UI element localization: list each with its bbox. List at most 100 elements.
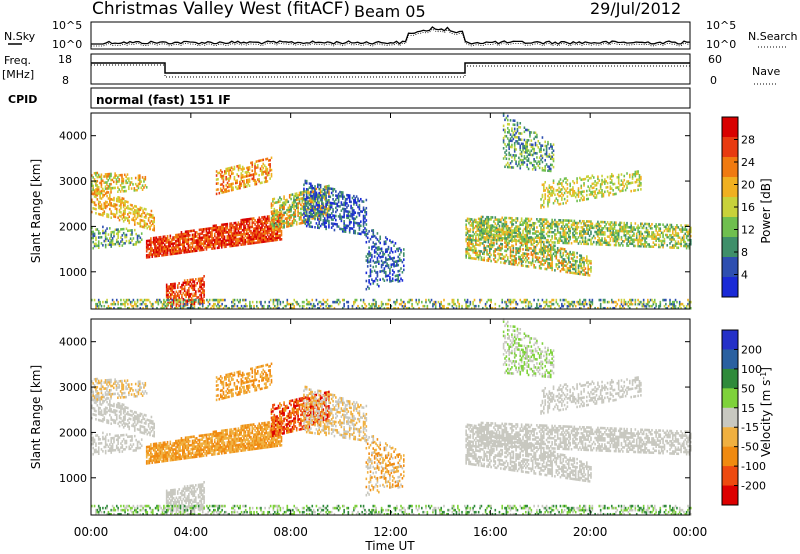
power-cell	[465, 252, 467, 255]
power-cell	[595, 243, 598, 246]
power-cell	[601, 243, 603, 246]
power-cell	[624, 225, 627, 229]
power-cell	[182, 241, 184, 244]
power-cell	[269, 227, 272, 230]
power-cell	[219, 169, 222, 172]
power-cell	[555, 250, 558, 254]
power-cell	[114, 215, 117, 219]
power-cell	[265, 235, 267, 239]
power-cell	[484, 248, 487, 252]
power-cell	[376, 252, 379, 256]
power-cell	[493, 235, 495, 239]
power-cell	[283, 195, 285, 198]
power-cell	[579, 258, 581, 261]
power-cell	[680, 242, 682, 246]
power-cell	[272, 232, 274, 236]
power-cell	[472, 228, 474, 232]
power-cell	[515, 251, 517, 254]
power-cell	[599, 233, 602, 236]
power-cell	[97, 212, 100, 216]
power-cell	[183, 289, 186, 293]
power-cell	[149, 215, 151, 219]
power-cell	[523, 258, 526, 262]
power-cell	[511, 231, 513, 234]
power-cell	[168, 291, 171, 294]
power-cell	[343, 228, 345, 231]
power-cell	[530, 263, 533, 267]
power-cell	[222, 241, 224, 245]
power-cell	[524, 229, 527, 233]
power-cell	[315, 195, 318, 199]
power-cell	[622, 227, 624, 231]
power-cell	[480, 225, 483, 229]
power-cell	[469, 240, 472, 243]
power-cell	[297, 208, 299, 211]
power-cell	[172, 295, 175, 298]
power-cell	[590, 232, 592, 236]
power-cell	[111, 237, 114, 240]
power-cell	[473, 232, 476, 236]
power-cell	[114, 242, 117, 246]
power-cell	[280, 231, 283, 235]
power-cell	[671, 229, 674, 233]
power-cell	[516, 136, 519, 139]
power-cell	[96, 175, 99, 179]
power-cell	[143, 207, 146, 211]
power-cell	[281, 203, 284, 207]
power-cell	[203, 295, 205, 298]
power-cell	[107, 172, 110, 176]
power-cell	[538, 266, 541, 270]
power-cell	[202, 248, 205, 252]
power-cell	[110, 174, 112, 178]
power-cell	[372, 280, 375, 283]
power-cell	[92, 236, 94, 240]
power-cell	[226, 177, 229, 181]
power-cell	[561, 247, 563, 251]
power-cell	[384, 258, 387, 262]
power-cell	[140, 180, 143, 183]
power-cell	[251, 221, 254, 225]
power-cell	[613, 227, 616, 231]
power-cell	[244, 234, 247, 238]
power-cell	[301, 199, 304, 202]
power-cell	[389, 251, 391, 255]
power-cell	[110, 178, 112, 182]
power-cell	[326, 211, 329, 215]
power-cell	[683, 240, 685, 244]
power-cell	[504, 134, 506, 138]
power-cell	[520, 132, 523, 135]
power-cell	[142, 225, 144, 229]
power-cell	[658, 223, 660, 226]
power-cell	[493, 233, 495, 237]
power-cell	[241, 228, 244, 232]
power-cell	[173, 238, 176, 241]
power-cell	[389, 257, 391, 261]
power-cell	[114, 207, 117, 210]
power-cell	[586, 226, 588, 229]
power-cell	[199, 283, 201, 287]
power-cell	[215, 228, 217, 231]
power-cell	[195, 247, 198, 250]
power-cell	[353, 229, 355, 233]
power-cell	[276, 217, 278, 220]
power-cell	[321, 196, 323, 199]
power-cell	[574, 225, 577, 229]
power-cell	[653, 235, 656, 238]
power-cell	[265, 172, 267, 175]
power-cell	[255, 182, 258, 186]
power-cell	[175, 239, 177, 243]
power-cell	[232, 236, 234, 239]
power-cell	[314, 195, 316, 198]
power-cell	[498, 234, 501, 238]
power-cell	[626, 238, 628, 241]
power-cell	[261, 173, 263, 176]
power-cell	[121, 227, 124, 231]
power-cell	[143, 186, 145, 189]
power-cell	[615, 223, 617, 226]
power-cell	[386, 274, 388, 278]
power-cell	[583, 265, 585, 268]
power-cell	[397, 249, 400, 253]
power-cell	[219, 187, 222, 191]
power-cell	[311, 207, 314, 210]
power-cell	[152, 238, 155, 242]
